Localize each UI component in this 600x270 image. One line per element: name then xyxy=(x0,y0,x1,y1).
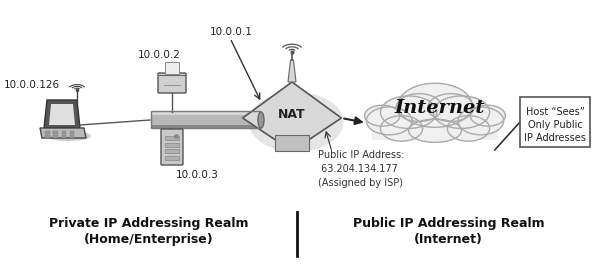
Ellipse shape xyxy=(248,92,343,152)
FancyBboxPatch shape xyxy=(161,129,183,165)
Ellipse shape xyxy=(396,94,442,122)
Polygon shape xyxy=(49,104,75,125)
Bar xyxy=(62,131,66,133)
FancyBboxPatch shape xyxy=(151,112,260,129)
Text: IP Addresses: IP Addresses xyxy=(524,133,586,143)
FancyBboxPatch shape xyxy=(165,136,179,140)
Text: 10.0.0.3: 10.0.0.3 xyxy=(176,170,219,180)
FancyBboxPatch shape xyxy=(520,97,590,147)
Text: 10.0.0.2: 10.0.0.2 xyxy=(138,50,181,60)
Text: NAT: NAT xyxy=(278,109,306,122)
Bar xyxy=(46,131,50,133)
Bar xyxy=(53,135,58,137)
Ellipse shape xyxy=(45,131,91,141)
Bar xyxy=(70,131,74,133)
Ellipse shape xyxy=(409,119,461,142)
FancyBboxPatch shape xyxy=(275,134,309,151)
FancyBboxPatch shape xyxy=(165,149,179,153)
Ellipse shape xyxy=(367,107,412,135)
FancyBboxPatch shape xyxy=(152,112,260,115)
Ellipse shape xyxy=(380,96,437,129)
Ellipse shape xyxy=(448,116,490,141)
Polygon shape xyxy=(288,60,296,82)
Text: Public IP Address:: Public IP Address: xyxy=(318,150,404,160)
Ellipse shape xyxy=(258,112,264,128)
Text: (Home/Enterprise): (Home/Enterprise) xyxy=(83,234,214,247)
Ellipse shape xyxy=(380,116,422,141)
Ellipse shape xyxy=(398,83,472,127)
Ellipse shape xyxy=(365,105,400,126)
FancyBboxPatch shape xyxy=(165,62,179,74)
Text: 10.0.0.126: 10.0.0.126 xyxy=(4,80,60,90)
Text: Only Public: Only Public xyxy=(527,120,583,130)
Text: Public IP Addressing Realm: Public IP Addressing Realm xyxy=(353,218,544,231)
FancyBboxPatch shape xyxy=(165,143,179,147)
Ellipse shape xyxy=(433,96,490,129)
Ellipse shape xyxy=(458,107,503,135)
Text: 63.204.134.177: 63.204.134.177 xyxy=(318,164,398,174)
Bar xyxy=(371,126,499,140)
Text: 10.0.0.1: 10.0.0.1 xyxy=(210,27,253,37)
Ellipse shape xyxy=(470,105,505,126)
FancyBboxPatch shape xyxy=(158,73,186,93)
Text: Host “Sees”: Host “Sees” xyxy=(526,107,584,117)
Bar xyxy=(62,135,66,137)
Polygon shape xyxy=(44,100,80,128)
Bar xyxy=(46,135,50,137)
Polygon shape xyxy=(40,128,86,138)
Bar xyxy=(53,131,58,133)
Text: Internet: Internet xyxy=(395,99,485,117)
Ellipse shape xyxy=(428,94,474,122)
FancyBboxPatch shape xyxy=(152,125,260,128)
Bar xyxy=(70,135,74,137)
Text: (Internet): (Internet) xyxy=(414,234,483,247)
Polygon shape xyxy=(242,82,341,151)
Text: (Assigned by ISP): (Assigned by ISP) xyxy=(318,178,403,188)
FancyBboxPatch shape xyxy=(165,156,179,160)
Text: Private IP Addressing Realm: Private IP Addressing Realm xyxy=(49,218,248,231)
